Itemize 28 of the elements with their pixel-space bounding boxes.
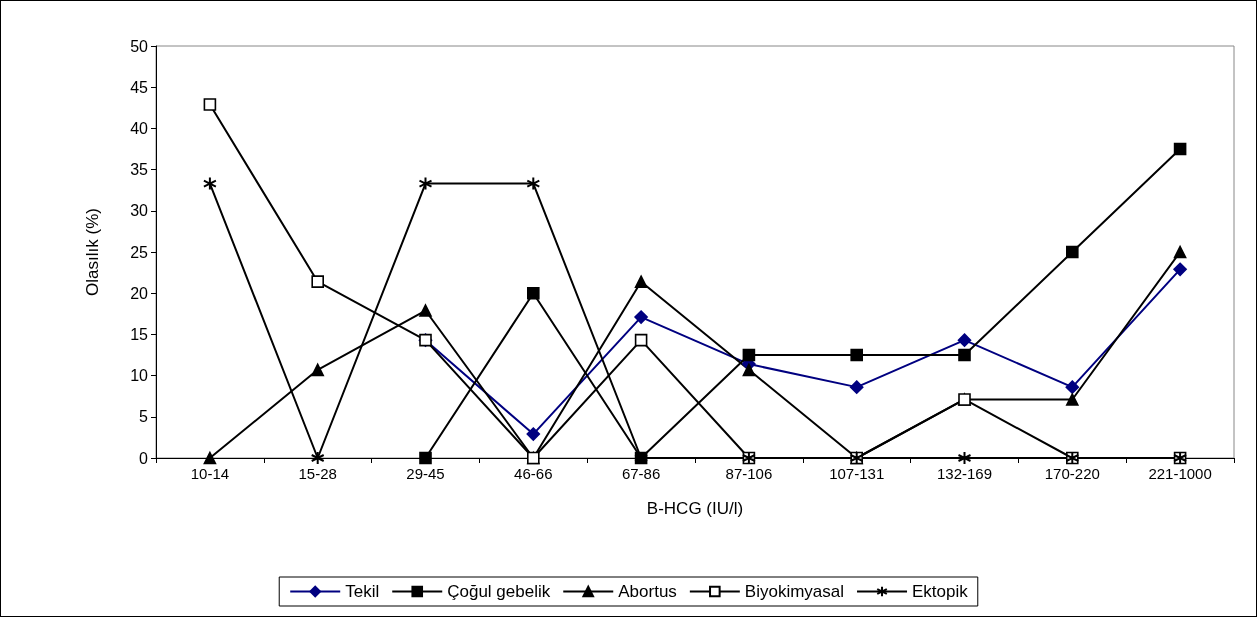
x-tick-label: 46-66 xyxy=(514,465,553,482)
y-tick-label: 0 xyxy=(139,449,149,467)
x-tick-label: 87-106 xyxy=(725,465,773,482)
y-tick-label: 5 xyxy=(139,408,149,426)
x-tick-label: 67-86 xyxy=(621,465,661,482)
y-tick-label: 50 xyxy=(130,37,149,55)
y-tick-label: 40 xyxy=(130,119,149,137)
x-tick-label: 107-131 xyxy=(829,465,885,482)
y-tick-label: 15 xyxy=(130,325,149,343)
x-tick-label: 10-14 xyxy=(190,465,230,482)
legend-label: Biyokimyasal xyxy=(744,582,845,601)
x-tick-label: 221-1000 xyxy=(1148,465,1212,482)
y-tick-label: 10 xyxy=(130,367,149,385)
y-tick-label: 20 xyxy=(130,284,149,302)
y-tick-label: 45 xyxy=(130,78,149,96)
x-axis-title: B-HCG (IU/l) xyxy=(646,499,744,518)
legend-label: Çoğul gebelik xyxy=(447,582,551,601)
x-tick-label: 170-220 xyxy=(1044,465,1100,482)
legend-label: Tekil xyxy=(345,582,380,601)
y-tick-label: 35 xyxy=(130,161,149,179)
legend-label: Ektopik xyxy=(912,582,969,601)
y-axis-title: Olasılık (%) xyxy=(83,208,102,296)
y-tick-label: 25 xyxy=(130,243,149,261)
y-tick-label: 30 xyxy=(130,202,149,220)
x-tick-label: 29-45 xyxy=(406,465,445,482)
x-tick-label: 15-28 xyxy=(298,465,337,482)
x-tick-label: 132-169 xyxy=(936,465,993,482)
legend-label: Abortus xyxy=(618,582,677,601)
